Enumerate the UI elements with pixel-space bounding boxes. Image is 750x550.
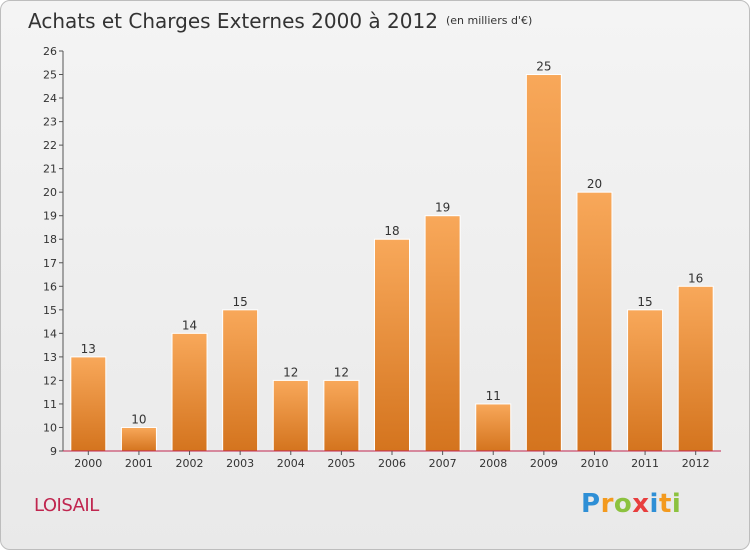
y-tick-label: 23: [43, 116, 57, 129]
y-tick-label: 15: [43, 304, 57, 317]
bar-value-label: 18: [384, 224, 399, 238]
bar-value-label: 16: [688, 271, 703, 285]
bar: [222, 309, 259, 452]
y-tick-label: 24: [43, 92, 57, 105]
y-tick-label: 26: [43, 45, 57, 58]
chart-title: Achats et Charges Externes 2000 à 2012 (e…: [28, 9, 532, 33]
y-tick-label: 20: [43, 186, 57, 199]
logo-letter: x: [632, 489, 650, 519]
bar: [374, 238, 410, 452]
x-tick-label: 2007: [429, 457, 457, 470]
x-tick-label: 2011: [631, 457, 659, 470]
bar: [475, 403, 512, 452]
logo-letter: P: [581, 489, 601, 519]
chart-title-text: Achats et Charges Externes 2000 à 2012: [28, 9, 438, 33]
bar: [171, 332, 208, 452]
bar-value-label: 19: [435, 201, 450, 215]
bar-value-label: 12: [283, 365, 298, 379]
bar-value-label: 14: [182, 318, 197, 332]
x-tick-label: 2002: [176, 457, 204, 470]
x-tick-label: 2004: [277, 457, 305, 470]
y-tick-label: 18: [43, 233, 57, 246]
bar-value-label: 15: [637, 295, 652, 309]
logo-letter: t: [658, 489, 672, 519]
bar: [424, 215, 461, 452]
bar: [677, 285, 714, 452]
y-tick-label: 9: [50, 445, 57, 458]
x-tick-label: 2006: [378, 457, 406, 470]
y-tick-label: 11: [43, 398, 57, 411]
bar: [272, 379, 309, 452]
x-tick-label: 2009: [530, 457, 558, 470]
x-tick-label: 2001: [125, 457, 153, 470]
y-tick-label: 10: [43, 421, 57, 434]
chart-unit: (en milliers d'€): [445, 14, 533, 27]
bar: [120, 426, 157, 452]
bar-value-label: 12: [334, 365, 349, 379]
logo-letter: o: [613, 489, 633, 519]
proxiti-logo: Proxiti: [581, 489, 681, 519]
y-tick-label: 12: [43, 374, 57, 387]
logo-letter: i: [649, 489, 659, 519]
bar-value-label: 10: [131, 412, 146, 426]
place-name: LOISAIL: [34, 495, 99, 516]
y-tick-label: 13: [43, 351, 57, 364]
y-tick-label: 14: [43, 327, 57, 340]
x-tick-label: 2008: [479, 457, 507, 470]
y-tick-label: 22: [43, 139, 57, 152]
bar: [70, 356, 107, 452]
x-tick-label: 2012: [682, 457, 710, 470]
bar: [323, 379, 360, 452]
bar-value-label: 13: [81, 342, 96, 356]
y-tick-label: 16: [43, 280, 57, 293]
y-tick-label: 25: [43, 69, 57, 82]
bar: [627, 309, 664, 452]
logo-letter: r: [600, 489, 614, 519]
x-tick-label: 2003: [226, 457, 254, 470]
bar-value-label: 15: [233, 295, 248, 309]
bar-value-label: 25: [536, 60, 551, 74]
logo-letter: i: [671, 489, 682, 519]
y-tick-label: 21: [43, 163, 57, 176]
bar: [525, 74, 562, 452]
bar-value-label: 20: [587, 177, 602, 191]
x-tick-label: 2010: [580, 457, 608, 470]
x-tick-label: 2005: [327, 457, 355, 470]
bar: [576, 191, 613, 452]
y-tick-label: 19: [43, 210, 57, 223]
x-tick-label: 2000: [74, 457, 102, 470]
bar-value-label: 11: [486, 389, 501, 403]
y-tick-label: 17: [43, 257, 57, 270]
